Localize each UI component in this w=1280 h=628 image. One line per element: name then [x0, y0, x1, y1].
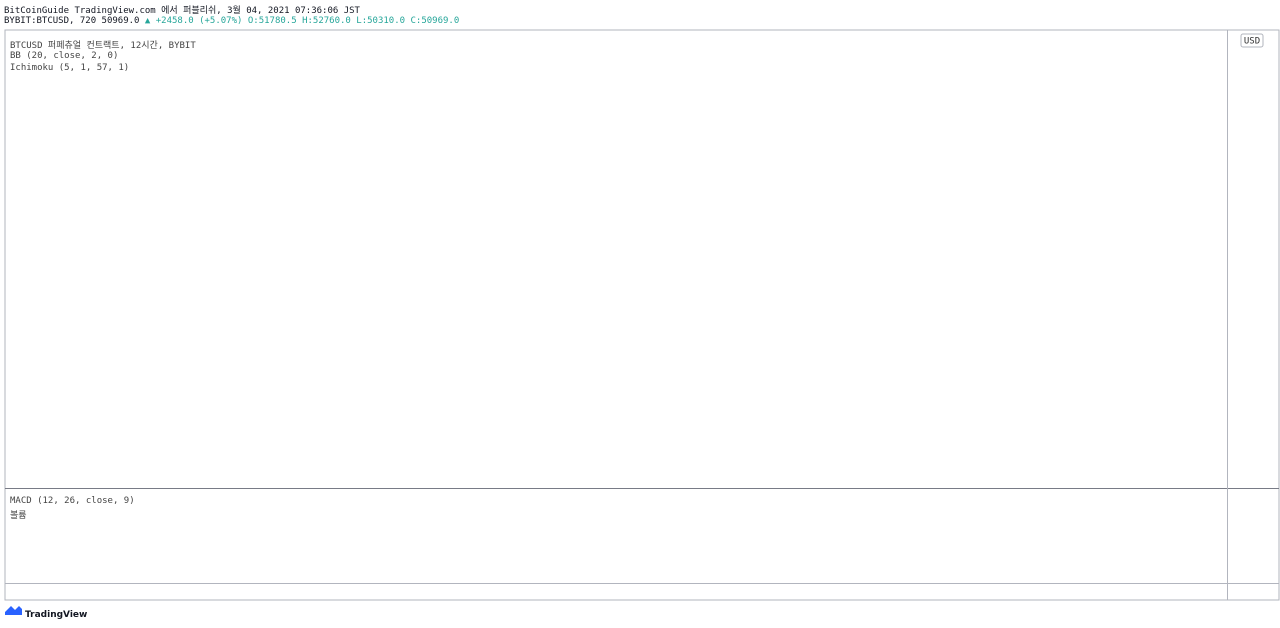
open: O:51780.5 — [247, 16, 297, 26]
header-line2: BYBIT:BTCUSD, 720 50969.0 ▲ +2458.0 (+5.… — [4, 16, 459, 26]
frame — [4, 29, 1280, 601]
logo: TradingView — [25, 610, 88, 620]
change: ▲ +2458.0 (+5.07%) — [144, 16, 243, 26]
legend-volume: 볼륨 — [10, 511, 27, 521]
symbol: BYBIT:BTCUSD, 720 — [4, 16, 97, 26]
currency-box — [1240, 33, 1264, 48]
legend-ichimoku: Ichimoku (5, 1, 57, 1) — [10, 63, 130, 73]
legend-bb: BB (20, close, 2, 0) — [10, 51, 119, 61]
logo-icon — [5, 606, 22, 615]
close: C:50969.0 — [410, 16, 460, 26]
legend-symbol: BTCUSD 퍼페츄얼 컨트랙트, 12시간, BYBIT — [10, 41, 196, 51]
header-line1: BitCoinGuide TradingView.com 에서 퍼블리쉬, 3월… — [4, 6, 360, 16]
legend-macd: MACD (12, 26, close, 9) — [10, 496, 135, 506]
last: 50969.0 — [101, 16, 140, 26]
high: H:52760.0 — [302, 16, 351, 26]
currency: USD — [1244, 37, 1260, 47]
low: L:50310.0 — [356, 16, 406, 26]
